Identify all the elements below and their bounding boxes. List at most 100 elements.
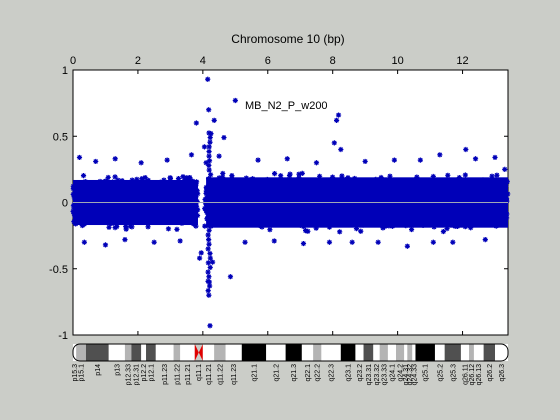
- centromere-point: [205, 246, 211, 252]
- ideogram-band: [141, 344, 147, 361]
- outlier-point: [338, 146, 344, 153]
- data-point: [203, 201, 209, 207]
- data-point: [203, 190, 209, 196]
- band-label: p12.1: [148, 364, 155, 382]
- data-point: [358, 228, 364, 234]
- data-point: [387, 173, 393, 179]
- ideogram-band: [404, 344, 408, 361]
- data-point: [114, 224, 120, 230]
- centromere-point: [206, 176, 213, 182]
- ideogram-band: [285, 344, 302, 361]
- data-point: [267, 227, 273, 233]
- outlier-point: [333, 117, 340, 123]
- outlier-point: [284, 156, 290, 162]
- data-point: [80, 173, 87, 179]
- data-point: [202, 196, 208, 203]
- x-tick-label: 8: [330, 55, 336, 67]
- ideogram-band: [241, 344, 267, 361]
- band-label: q11.1: [196, 364, 203, 381]
- data-point: [186, 175, 193, 181]
- band-label: p12.2: [141, 364, 148, 382]
- centromere-point: [205, 269, 211, 275]
- ideogram-band: [363, 344, 374, 361]
- data-point: [353, 226, 360, 232]
- band-label: q11.21: [206, 364, 213, 385]
- band-label: q23.1: [346, 364, 353, 382]
- band-label: p14: [95, 364, 102, 376]
- data-point: [271, 171, 278, 177]
- data-point: [106, 224, 112, 230]
- data-point: [445, 172, 451, 178]
- outlier-point: [404, 243, 410, 249]
- outlier-point: [482, 237, 488, 243]
- band-label: p15.3: [72, 364, 79, 382]
- ideogram-band: [434, 344, 445, 361]
- data-point: [184, 175, 190, 181]
- data-point: [139, 176, 145, 182]
- outlier-point: [430, 239, 436, 245]
- data-point: [165, 226, 172, 232]
- centromere-point: [207, 255, 213, 261]
- x-axis-top: 0 2 4 6 8 10 12: [70, 55, 469, 335]
- centromere-point: [206, 148, 212, 155]
- ideogram-band: [131, 344, 142, 361]
- outlier-point: [271, 238, 277, 244]
- outlier-point: [242, 239, 248, 245]
- ideogram-band: [313, 344, 322, 361]
- x-tick-label: 4: [200, 55, 206, 67]
- data-point: [430, 173, 436, 180]
- outlier-point: [437, 152, 443, 158]
- data-point: [329, 174, 336, 180]
- band-label: q24.33: [411, 364, 418, 386]
- band-label: q22.2: [315, 364, 322, 382]
- band-label: q21.2: [273, 364, 280, 382]
- ideogram-band: [387, 344, 397, 361]
- outlier-point: [463, 146, 469, 153]
- data-point: [287, 171, 293, 177]
- x-tick-label: 12: [456, 55, 468, 67]
- ideogram-band: [396, 344, 405, 361]
- outlier-point: [203, 160, 209, 166]
- outlier-point: [122, 237, 128, 243]
- outlier-point: [206, 107, 212, 113]
- data-point: [462, 172, 468, 178]
- ideogram-band: [321, 344, 341, 361]
- band-label: q11.23: [231, 364, 238, 385]
- data-point: [134, 176, 140, 182]
- data-point: [303, 228, 309, 234]
- centromere-point: [205, 185, 212, 192]
- centromere-point: [206, 162, 212, 168]
- ideogram-band: [444, 344, 461, 361]
- data-point: [444, 226, 450, 232]
- ideogram-band: [202, 344, 215, 361]
- centromere-point: [206, 158, 213, 164]
- chart-title: Chromosome 10 (bp): [231, 32, 344, 46]
- outlier-point: [417, 157, 423, 163]
- ideogram-band: [180, 344, 195, 361]
- ideogram-band: [412, 344, 416, 361]
- band-label: q21.3: [291, 364, 298, 382]
- outlier-point: [81, 239, 87, 245]
- outlier-point: [76, 154, 83, 161]
- data-point: [142, 174, 148, 181]
- outlier-point: [208, 131, 214, 137]
- ideogram-band: [173, 344, 181, 361]
- centromere-point: [207, 134, 213, 141]
- centromere-point: [206, 274, 212, 280]
- ideogram-band: [214, 344, 226, 361]
- centromere-point: [205, 260, 211, 266]
- data-point: [489, 173, 495, 179]
- band-label: q25.1: [423, 364, 430, 382]
- outlier-point: [326, 239, 333, 245]
- outlier-point: [177, 238, 183, 244]
- outlier-point: [138, 160, 144, 166]
- band-label: p11.22: [174, 364, 181, 385]
- data-point: [414, 174, 420, 180]
- outlier-point: [255, 157, 261, 163]
- band-label: p15.1: [79, 364, 86, 382]
- outlier-point: [201, 144, 208, 150]
- outlier-points: [76, 76, 508, 329]
- outlier-point: [313, 160, 320, 166]
- y-tick-label: 0.5: [53, 131, 68, 143]
- chromosome-ideogram: [72, 343, 509, 362]
